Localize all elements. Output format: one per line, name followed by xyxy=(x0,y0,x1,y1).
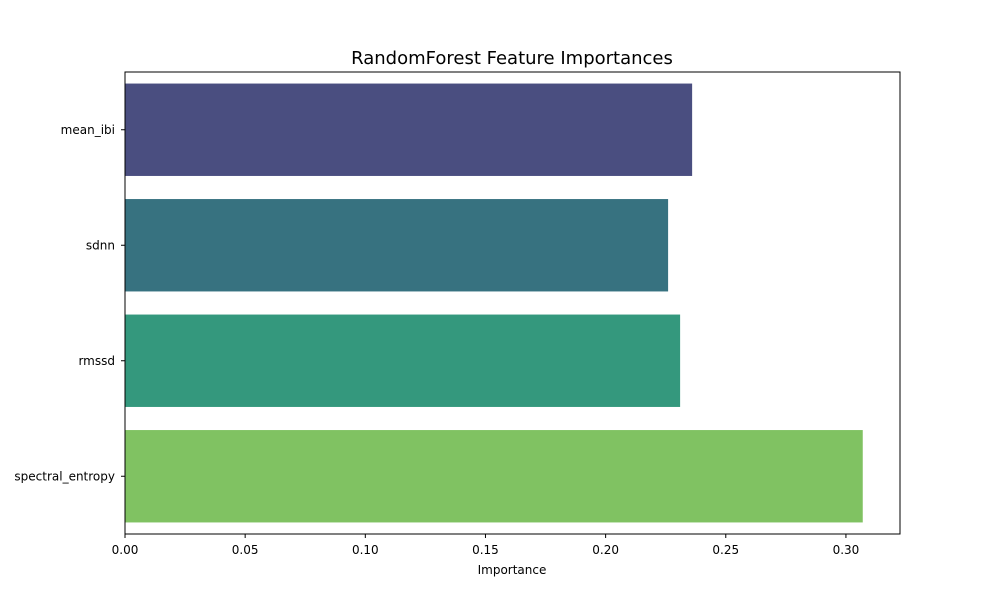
x-tick-label: 0.10 xyxy=(352,543,379,557)
x-tick-label: 0.05 xyxy=(232,543,259,557)
x-axis-label: Importance xyxy=(478,563,547,577)
bar-mean-ibi xyxy=(125,83,693,176)
chart-title: RandomForest Feature Importances xyxy=(351,48,673,69)
x-tick-label: 0.00 xyxy=(112,543,139,557)
bar-rmssd xyxy=(125,314,681,407)
x-tick-label: 0.15 xyxy=(472,543,499,557)
y-tick-label: mean_ibi xyxy=(61,123,115,137)
plot-frame xyxy=(124,71,901,535)
bars xyxy=(125,83,863,523)
x-tick-label: 0.25 xyxy=(712,543,739,557)
bar-spectral-entropy xyxy=(125,430,863,523)
x-axis-ticks: 0.00 0.05 0.10 0.15 0.20 0.25 0.30 xyxy=(112,534,860,557)
x-tick-label: 0.30 xyxy=(833,543,860,557)
bar-sdnn xyxy=(125,199,669,292)
x-tick-label: 0.20 xyxy=(592,543,619,557)
y-tick-label: rmssd xyxy=(78,354,115,368)
y-tick-label: sdnn xyxy=(86,238,115,252)
y-tick-label: spectral_entropy xyxy=(14,469,115,483)
